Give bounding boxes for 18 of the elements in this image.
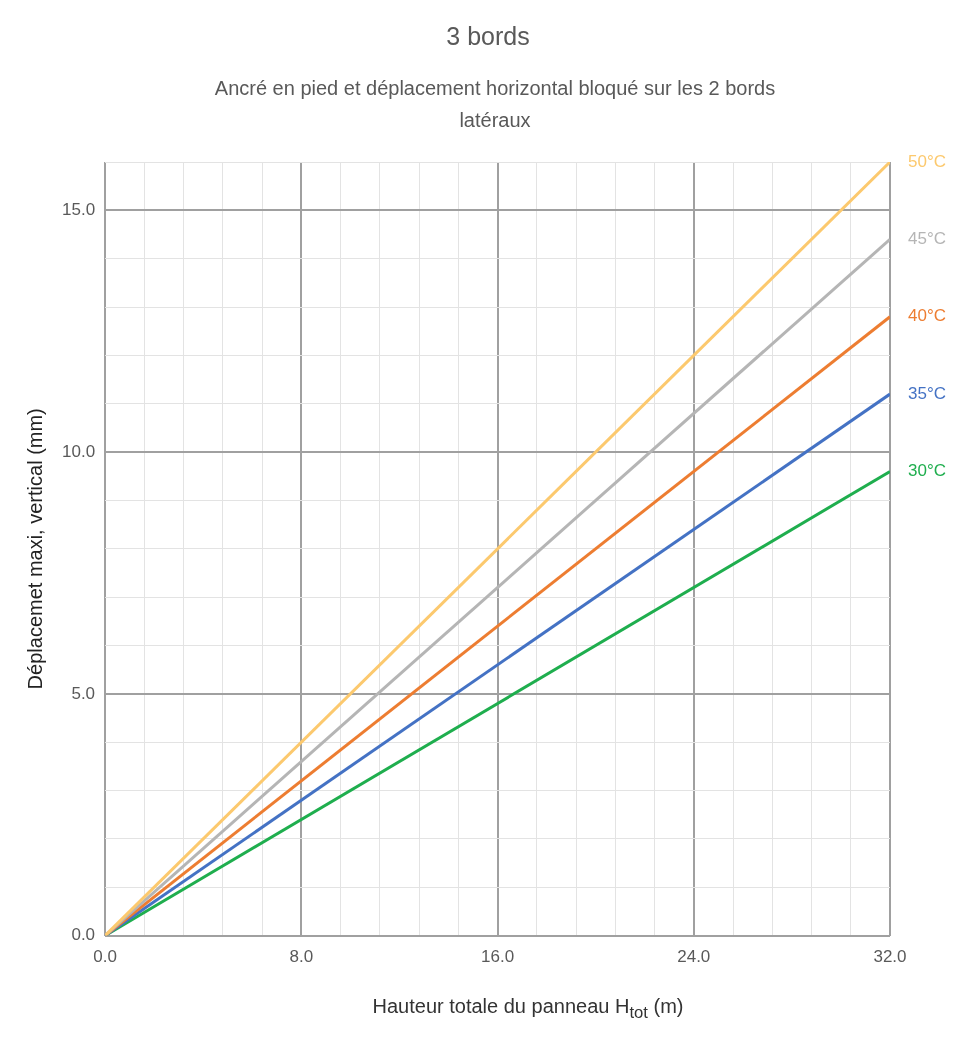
series-label: 35°C xyxy=(908,383,946,403)
x-tick-label: 32.0 xyxy=(873,947,907,967)
y-axis-title: Déplacemet maxi, vertical (mm) xyxy=(23,408,46,690)
chart-title: 3 bords xyxy=(445,22,531,51)
series-label: 30°C xyxy=(908,461,946,481)
y-tick-label: 0.0 xyxy=(71,925,96,945)
x-tick-label: 0.0 xyxy=(93,947,117,967)
chart-subtitle: Ancré en pied et déplacement horizontal bloqué sur les 2 bords latéraux xyxy=(213,76,777,133)
x-tick-label: 8.0 xyxy=(289,947,314,967)
series-label: 40°C xyxy=(908,306,946,326)
x-axis-title: Hauteur totale du panneau H$_{tot}$ (m) xyxy=(371,995,685,1023)
y-tick-label: 5.0 xyxy=(71,683,96,703)
x-tick-label: 24.0 xyxy=(677,947,711,967)
x-tick-label: 16.0 xyxy=(481,947,515,967)
y-tick-label: 15.0 xyxy=(61,200,96,220)
series-label: 50°C xyxy=(908,151,946,171)
y-tick-label: 10.0 xyxy=(61,441,96,461)
series-label: 45°C xyxy=(908,229,946,249)
